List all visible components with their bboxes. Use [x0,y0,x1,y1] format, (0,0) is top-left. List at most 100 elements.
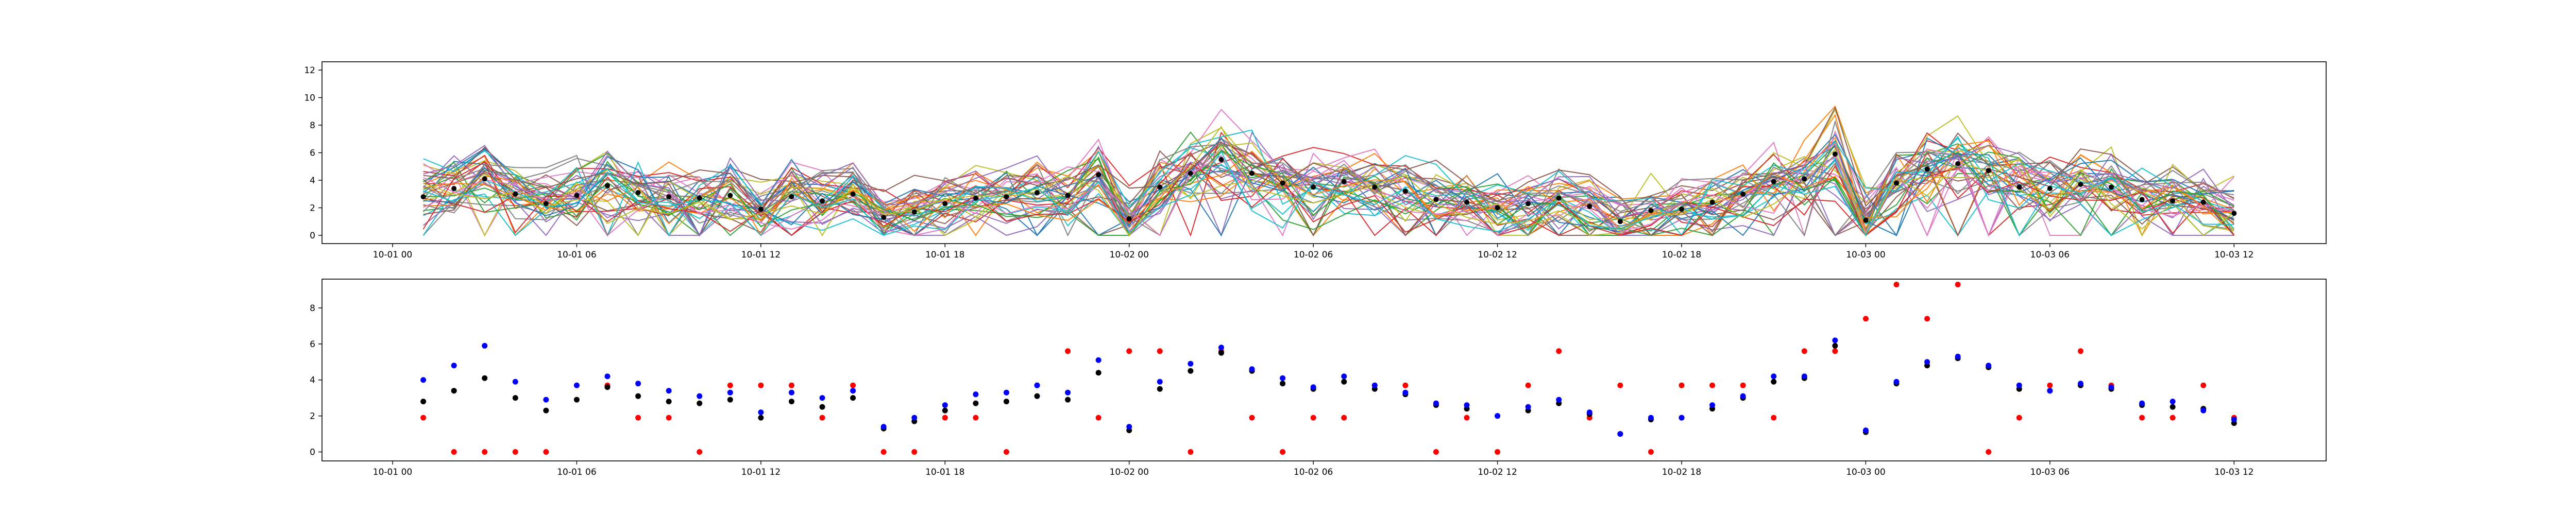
blue-point [1034,382,1040,388]
blue-point [1525,404,1531,410]
line-chart-x-tick-label: 10-02 00 [1110,250,1149,260]
mean-point [1402,188,1408,194]
mean-point [850,191,856,197]
black-point [973,400,979,406]
line-chart-x-tick-label: 10-03 06 [2030,250,2070,260]
blue-point [666,388,672,394]
blue-point [1371,382,1378,388]
scatter-chart-y-tick-label: 4 [310,375,315,386]
black-point [1095,370,1101,376]
blue-point [1157,379,1163,385]
red-point [1188,449,1194,455]
blue-point [2108,384,2114,390]
red-point [543,449,549,455]
black-point [1832,342,1838,349]
black-point [1003,399,1009,405]
mean-point [1035,190,1040,196]
black-point [635,393,641,399]
mean-point [2170,198,2176,204]
member-series-line [422,141,2234,237]
blue-point [1709,402,1716,408]
black-point [666,399,672,405]
line-chart-x-tick-label: 10-02 18 [1662,250,1701,260]
blue-point [635,381,641,387]
mean-point [1709,199,1715,205]
mean-point [2047,186,2053,192]
black-point [1034,393,1040,399]
line-chart-x-tick-label: 10-02 12 [1478,250,1517,260]
line-chart-y-tick-label: 0 [310,231,315,241]
mean-point [1556,195,1562,201]
scatter-chart-x-tick-label: 10-02 06 [1294,467,1333,477]
black-point [573,397,580,403]
blue-point [1801,373,1807,380]
red-point [1157,348,1163,354]
red-point [1556,348,1562,354]
mean-point [574,193,580,198]
mean-point [1157,184,1163,190]
mean-point [727,193,733,198]
scatter-chart-x-axis: 10-01 00 10-01 06 10-01 12 10-01 18 10-02 00… [373,461,2254,477]
line-chart-x-tick-label: 10-03 12 [2214,250,2253,260]
mean-point [1464,199,1470,205]
blue-point [2200,407,2207,414]
scatter-chart-x-tick-label: 10-01 12 [741,467,781,477]
blue-point [1495,413,1501,419]
blue-point [1433,400,1439,406]
black-point [1218,350,1224,356]
mean-point [1955,161,1961,166]
mean-point [1126,216,1132,221]
black-point [543,407,549,414]
red-point [1249,415,1255,421]
mean-point [1341,179,1347,184]
black-point [1771,379,1777,385]
mean-point [911,209,917,215]
red-point [512,449,518,455]
blue-point [1188,360,1194,367]
red-point [1771,415,1777,421]
blue-point [1402,389,1409,396]
blue-point [1617,431,1623,437]
mean-point [1802,176,1807,182]
red-point [1832,348,1838,354]
red-point [758,382,764,388]
blue-point [451,363,457,369]
red-point [635,415,641,421]
red-point [1310,415,1316,421]
scatter-chart-frame [321,279,2327,461]
red-point [788,382,794,388]
line-chart-y-tick-label: 12 [304,65,315,76]
mean-point [942,201,948,207]
member-series-line [423,126,2234,237]
red-point [727,382,733,388]
mean-point [820,198,825,204]
blue-point [2139,400,2145,406]
red-point [1003,449,1009,455]
black-point [697,400,703,406]
scatter-chart-y-tick-label: 0 [310,448,315,458]
red-point [2016,415,2022,421]
member-series-line [423,133,2234,237]
member-series-line [423,143,2234,237]
scatter-chart-x-tick-label: 10-03 06 [2030,467,2070,477]
red-point [1525,382,1531,388]
red-point [697,449,703,455]
mean-point [1863,217,1869,223]
scatter-chart-x-tick-label: 10-03 00 [1846,467,1885,477]
mean-point [1648,208,1654,213]
red-point [666,415,672,421]
black-point [727,397,733,403]
red-point [942,415,948,421]
red-point [1617,382,1623,388]
mean-point [1740,191,1746,197]
mean-point [1004,194,1009,200]
line-chart-y-tick-label: 6 [310,148,315,159]
black-point [420,399,427,405]
red-point [1341,415,1347,421]
red-point [1464,415,1470,421]
scatter-chart-y-axis: 0 2 4 6 8 [310,303,322,458]
line-chart-x-tick-label: 10-01 00 [373,250,412,260]
red-point [2200,382,2207,388]
